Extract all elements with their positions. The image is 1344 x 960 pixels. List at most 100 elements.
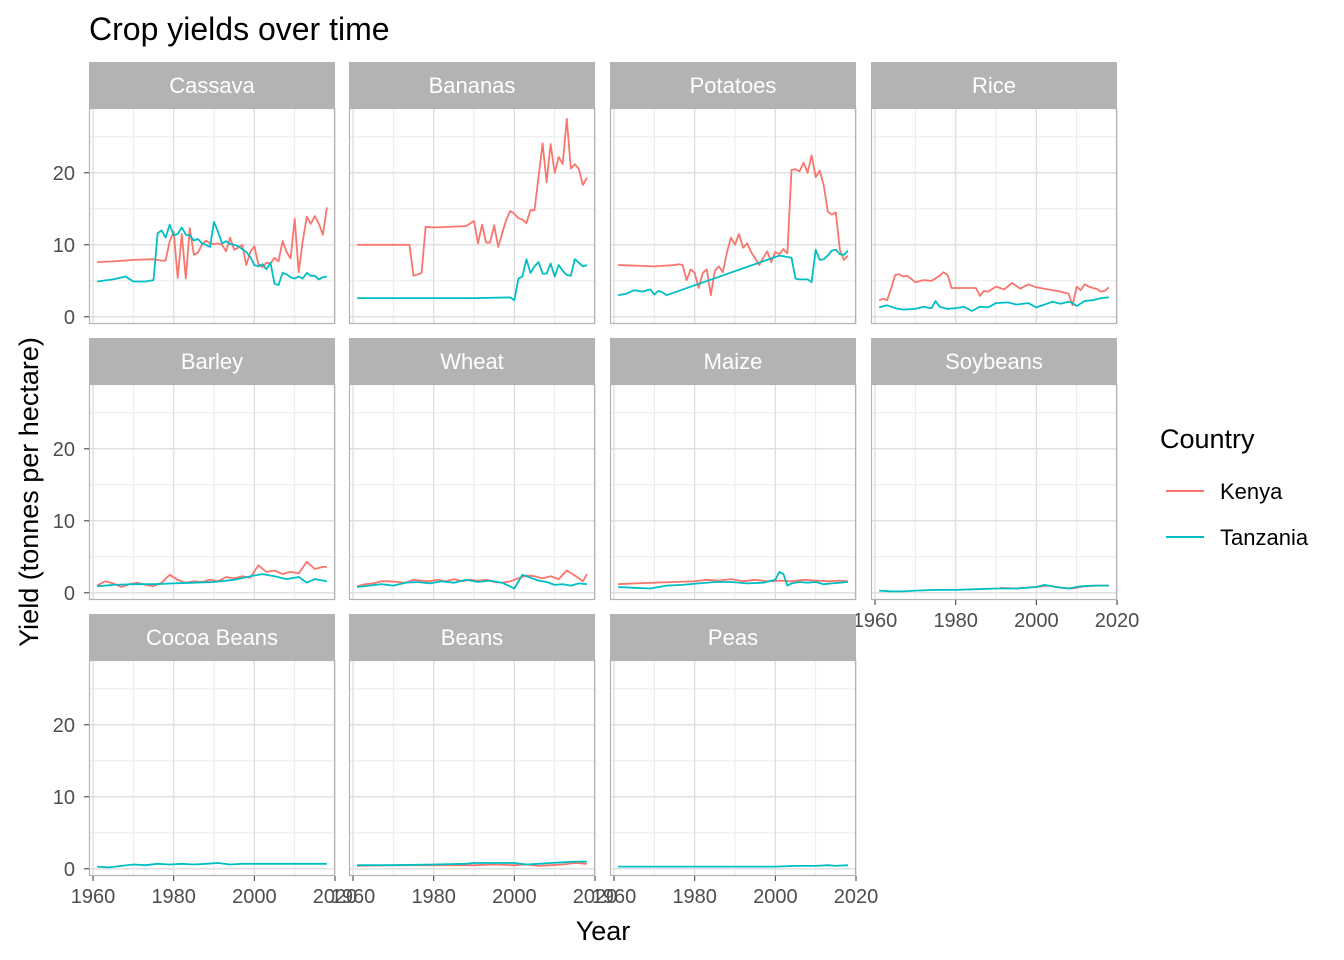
strip-cocoa-beans: [89, 614, 335, 660]
panel-rice: Rice: [870, 62, 1118, 325]
y-tick-label: 20: [53, 439, 75, 461]
x-tick-label: 2020: [1095, 610, 1140, 632]
axis-titles: Year Yield (tonnes per hectare): [14, 337, 630, 946]
strip-label-rice: Rice: [972, 73, 1016, 98]
strip-peas: [610, 614, 856, 660]
strip-label-beans: Beans: [441, 625, 503, 650]
y-tick-label: 10: [53, 787, 75, 809]
x-tick-label: 2020: [313, 886, 358, 908]
legend-label-kenya: Kenya: [1220, 479, 1283, 504]
panel-border-peas: [609, 659, 857, 877]
series-tanzania-rice: [878, 296, 1109, 312]
strip-potatoes: [610, 62, 856, 108]
gridlines-rice: [871, 108, 1118, 324]
x-axis-title: Year: [576, 916, 631, 946]
series-tanzania-soybeans: [879, 584, 1109, 593]
strip-barley: [89, 338, 335, 384]
legend-title: Country: [1160, 424, 1255, 454]
series-tanzania-barley: [97, 573, 328, 588]
panel-wheat: Wheat: [348, 338, 596, 601]
strip-label-soybeans: Soybeans: [945, 349, 1043, 374]
y-tick-label: 10: [53, 511, 75, 533]
panel-border-rice: [870, 107, 1118, 325]
y-axis-title: Yield (tonnes per hectare): [14, 337, 44, 647]
strip-soybeans: [871, 338, 1117, 384]
gridlines-wheat: [349, 384, 596, 600]
strip-label-wheat: Wheat: [440, 349, 504, 374]
strip-label-potatoes: Potatoes: [690, 73, 777, 98]
legend: Country Kenya Tanzania: [1160, 424, 1309, 550]
strip-rice: [871, 62, 1117, 108]
gridlines-potatoes: [610, 108, 857, 324]
x-tick-label: 1960: [592, 886, 637, 908]
x-tick-label: 2000: [492, 886, 537, 908]
strip-label-cocoa-beans: Cocoa Beans: [146, 625, 278, 650]
panel-border-cocoa-beans: [88, 659, 336, 877]
series-tanzania-maize: [618, 571, 848, 590]
series-tanzania-wheat: [356, 573, 587, 590]
x-tick-label: 2020: [573, 886, 618, 908]
gridlines-beans: [349, 660, 596, 876]
y-tick-label: 0: [64, 307, 75, 329]
panel-border-beans: [348, 659, 596, 877]
panel-border-soybeans: [870, 383, 1118, 601]
panel-border-bananas: [348, 107, 596, 325]
x-tick-label: 2000: [232, 886, 277, 908]
panel-barley: Barley 0 10 20: [53, 338, 336, 605]
strip-cassava: [89, 62, 335, 108]
x-tick-label: 1960: [71, 886, 116, 908]
series-tanzania-beans: [357, 860, 587, 867]
panel-maize: Maize: [609, 338, 857, 601]
panel-border-wheat: [348, 383, 596, 601]
series-tanzania-potatoes: [617, 248, 849, 297]
gridlines-cassava: [89, 108, 336, 324]
series-tanzania-cocoa-beans: [97, 862, 327, 869]
series-tanzania-bananas: [357, 258, 588, 302]
panel-cassava: Cassava 0 10 20: [53, 62, 336, 329]
series-kenya-maize: [618, 578, 848, 586]
series-kenya-wheat: [356, 569, 588, 588]
panel-border-maize: [609, 383, 857, 601]
series-kenya-cassava: [97, 207, 328, 280]
x-tick-label: 1980: [151, 886, 196, 908]
x-tick-label: 1960: [853, 610, 898, 632]
panel-soybeans: Soybeans 1960 1980 2000 2020: [853, 338, 1139, 632]
panel-border-potatoes: [609, 107, 857, 325]
gridlines-barley: [89, 384, 336, 600]
strip-label-barley: Barley: [181, 349, 243, 374]
strip-wheat: [349, 338, 595, 384]
y-tick-label: 10: [53, 235, 75, 257]
y-tick-label: 0: [64, 583, 75, 605]
strip-label-bananas: Bananas: [429, 73, 516, 98]
x-tick-label: 1980: [411, 886, 456, 908]
strip-label-cassava: Cassava: [169, 73, 255, 98]
strip-beans: [349, 614, 595, 660]
panel-beans: Beans 1960 1980 2000 2020: [331, 614, 617, 908]
x-tick-label: 2000: [753, 886, 798, 908]
panel-peas: Peas 1960 1980 2000 2020: [592, 614, 878, 908]
series-kenya-barley: [96, 560, 327, 588]
strip-bananas: [349, 62, 595, 108]
x-tick-label: 1980: [933, 610, 978, 632]
x-tick-label: 2000: [1014, 610, 1059, 632]
gridlines-peas: [610, 660, 857, 876]
panel-border-barley: [88, 383, 336, 601]
x-tick-label: 1980: [672, 886, 717, 908]
facet-panels: Cassava 0 10 20 Bananas Potatoes Rice Barley 0 10…: [53, 62, 1139, 908]
series-tanzania-cassava: [96, 220, 328, 287]
strip-label-maize: Maize: [704, 349, 763, 374]
x-tick-label: 1960: [331, 886, 376, 908]
strip-maize: [610, 338, 856, 384]
gridlines-maize: [610, 384, 857, 600]
gridlines-soybeans: [871, 384, 1118, 600]
x-tick-label: 2020: [834, 886, 879, 908]
panel-bananas: Bananas: [348, 62, 596, 325]
series-kenya-rice: [878, 271, 1110, 307]
y-tick-label: 0: [64, 859, 75, 881]
panel-potatoes: Potatoes: [609, 62, 857, 325]
gridlines-cocoa-beans: [89, 660, 336, 876]
series-tanzania-peas: [618, 864, 848, 868]
series-kenya-bananas: [357, 117, 588, 277]
panel-border-cassava: [88, 107, 336, 325]
